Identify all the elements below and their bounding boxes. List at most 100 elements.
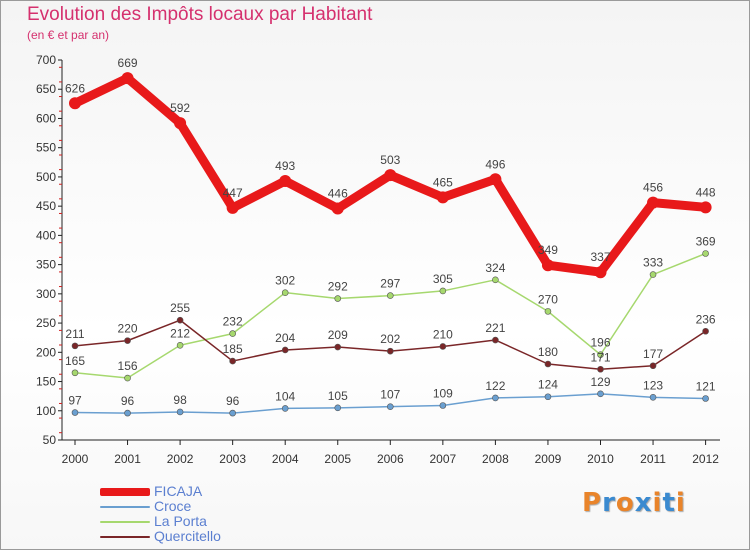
proxiti-logo: Proxiti — [582, 488, 686, 518]
legend-swatch — [100, 535, 150, 538]
data-point — [71, 409, 79, 416]
y-tick-label: 100 — [36, 404, 56, 418]
legend-item: FICAJA — [100, 484, 221, 499]
data-point — [279, 175, 292, 188]
data-label: 107 — [380, 388, 400, 402]
data-label: 211 — [65, 327, 84, 341]
series-line-la-porta — [74, 252, 707, 379]
data-point — [174, 117, 187, 130]
data-point — [69, 97, 81, 110]
data-label: 626 — [65, 81, 85, 95]
data-point — [544, 360, 552, 368]
chart-title: Evolution des Impôts locaux par Habitant — [27, 4, 373, 25]
data-label: 302 — [275, 274, 295, 288]
data-point — [594, 266, 607, 279]
data-point — [492, 336, 499, 344]
logo-letter: i — [652, 488, 663, 518]
data-point — [649, 271, 657, 278]
legend-label: Quercitello — [154, 528, 221, 544]
legend-swatch — [100, 520, 150, 523]
data-point — [281, 405, 289, 412]
data-point — [649, 362, 657, 370]
data-point — [229, 409, 236, 417]
data-label: 97 — [68, 394, 82, 408]
y-tick-label: 400 — [36, 228, 56, 242]
data-label: 124 — [538, 378, 558, 392]
y-tick-label: 600 — [36, 111, 56, 125]
data-point — [544, 393, 552, 401]
data-point — [386, 403, 394, 410]
x-tick-label: 2008 — [482, 452, 509, 466]
data-point — [492, 276, 499, 284]
y-tick-label: 250 — [36, 316, 56, 330]
data-point — [439, 343, 447, 350]
data-point — [124, 374, 131, 382]
data-label: 165 — [65, 354, 85, 368]
data-label: 337 — [590, 250, 610, 264]
data-label: 98 — [173, 393, 187, 407]
data-point — [176, 316, 184, 324]
data-point — [436, 191, 449, 204]
data-point — [597, 390, 604, 398]
y-tick-label: 650 — [36, 82, 56, 96]
data-label: 456 — [643, 181, 663, 195]
data-label: 121 — [696, 379, 716, 393]
data-label: 447 — [223, 186, 243, 200]
legend-item: La Porta — [100, 514, 221, 529]
data-label: 270 — [538, 292, 558, 306]
data-point — [384, 169, 397, 182]
data-point — [71, 342, 79, 350]
data-label: 104 — [275, 389, 295, 403]
data-label: 109 — [433, 387, 453, 401]
data-label: 185 — [223, 342, 243, 356]
data-point — [702, 250, 709, 257]
x-tick-label: 2000 — [62, 452, 89, 466]
data-label: 171 — [590, 350, 610, 364]
data-label: 496 — [485, 157, 505, 171]
data-label: 96 — [226, 394, 240, 408]
data-point — [647, 196, 660, 209]
data-point — [489, 173, 502, 186]
data-label: 349 — [538, 243, 558, 257]
data-label: 292 — [328, 280, 348, 294]
data-point — [334, 343, 342, 351]
data-point — [439, 402, 447, 409]
data-label: 503 — [380, 153, 400, 167]
y-tick-label: 300 — [36, 287, 56, 301]
data-label: 129 — [590, 375, 610, 389]
y-tick-label: 150 — [36, 375, 56, 389]
legend-item: Croce — [100, 499, 221, 514]
legend-label: La Porta — [154, 513, 207, 529]
legend-label: Croce — [154, 498, 192, 514]
data-point — [649, 394, 657, 401]
data-label: 204 — [275, 331, 295, 345]
data-label: 210 — [433, 327, 453, 341]
data-label: 177 — [643, 347, 663, 361]
data-label: 446 — [328, 186, 348, 200]
data-point — [492, 394, 499, 402]
data-label: 255 — [170, 301, 190, 315]
data-label: 592 — [170, 101, 190, 115]
data-label: 448 — [696, 185, 716, 199]
data-point — [229, 357, 236, 365]
data-point — [281, 289, 289, 296]
data-point — [176, 408, 184, 416]
data-label: 123 — [643, 378, 663, 392]
y-tick-label: 550 — [36, 141, 56, 155]
chart-subtitle: (en € et par an) — [27, 28, 110, 42]
data-label: 212 — [170, 326, 190, 340]
data-label: 333 — [643, 256, 663, 270]
data-point — [176, 341, 184, 349]
logo-letter: x — [634, 488, 653, 518]
y-tick-label: 50 — [43, 433, 57, 447]
data-label: 465 — [433, 175, 453, 189]
legend-swatch — [100, 487, 150, 496]
logo-letter: t — [662, 488, 676, 518]
data-point — [71, 369, 79, 377]
logo-letter: o — [615, 488, 635, 518]
y-tick-label: 450 — [36, 199, 56, 213]
data-point — [544, 308, 552, 315]
data-label: 122 — [485, 379, 505, 393]
data-label: 221 — [485, 321, 505, 335]
